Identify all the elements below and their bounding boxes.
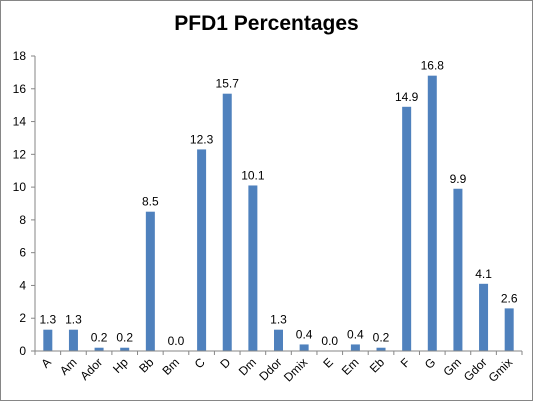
data-label: 0.0 bbox=[168, 334, 185, 348]
data-label: 0.4 bbox=[347, 327, 364, 341]
data-label: 8.5 bbox=[142, 195, 159, 209]
x-tick-label: Gm bbox=[440, 355, 464, 379]
bar-eb bbox=[376, 347, 386, 351]
bar-a bbox=[43, 329, 53, 351]
x-tick-label: Ador bbox=[77, 355, 105, 383]
x-tick-label: F bbox=[398, 355, 413, 370]
data-label: 4.1 bbox=[475, 267, 492, 281]
y-tick-label: 10 bbox=[13, 180, 27, 194]
y-tick-label: 12 bbox=[13, 147, 27, 161]
x-tick-label: Ddor bbox=[256, 355, 284, 383]
bar-gmix bbox=[504, 308, 514, 351]
bar-dm bbox=[248, 185, 258, 351]
x-tick-label: Gmix bbox=[486, 355, 516, 385]
bar-em bbox=[350, 344, 360, 351]
x-tick-label: Hp bbox=[110, 355, 131, 376]
data-label: 14.9 bbox=[395, 90, 419, 104]
bar-am bbox=[68, 329, 78, 351]
data-labels: 1.3 1.3 0.2 0.2 8.5 0.0 12.3 15.7 10.1 1.3 0.4 0.0 0… bbox=[39, 59, 517, 348]
x-tick-label: Dmix bbox=[281, 355, 310, 384]
bar-d bbox=[222, 93, 232, 351]
data-label: 1.3 bbox=[270, 313, 287, 327]
data-label: 9.9 bbox=[450, 172, 467, 186]
data-label: 1.3 bbox=[65, 313, 82, 327]
x-tick-label: E bbox=[320, 355, 336, 371]
x-tick-label: G bbox=[422, 355, 439, 372]
chart-title: PFD1 Percentages bbox=[174, 12, 359, 35]
y-tick-label: 14 bbox=[13, 115, 27, 129]
x-tick-label: Am bbox=[57, 355, 80, 378]
bar-ador bbox=[94, 347, 104, 351]
bar-f bbox=[402, 106, 412, 351]
data-label: 10.1 bbox=[241, 168, 265, 182]
y-tick-label: 16 bbox=[13, 82, 27, 96]
bar-bb bbox=[145, 211, 155, 351]
bars bbox=[43, 75, 514, 352]
bar-ddor bbox=[274, 329, 283, 351]
data-label: 1.3 bbox=[39, 313, 56, 327]
data-label: 15.7 bbox=[216, 77, 240, 91]
data-label: 0.2 bbox=[116, 331, 133, 345]
x-tick-label: C bbox=[192, 355, 208, 371]
x-tick-label: Bb bbox=[136, 355, 157, 376]
x-tick-label: A bbox=[38, 355, 54, 371]
y-tick-label: 6 bbox=[19, 246, 26, 260]
x-tick-label: Dm bbox=[236, 355, 259, 378]
data-label: 0.0 bbox=[321, 334, 338, 348]
x-tick-label: D bbox=[217, 355, 233, 371]
y-tick-label: 18 bbox=[13, 49, 27, 63]
x-tick-label: Em bbox=[339, 355, 362, 378]
bar-c bbox=[197, 149, 207, 351]
bar-dmix bbox=[299, 344, 309, 351]
y-tick-label: 2 bbox=[19, 311, 26, 325]
data-label: 2.6 bbox=[501, 291, 518, 305]
x-tick-label: Gdor bbox=[461, 355, 490, 384]
bar-g bbox=[427, 75, 437, 352]
data-label: 16.8 bbox=[421, 59, 445, 73]
data-label: 0.4 bbox=[296, 327, 313, 341]
y-axis: 0 2 4 6 8 10 12 14 16 18 bbox=[13, 49, 36, 358]
y-tick-label: 0 bbox=[19, 344, 26, 358]
bar-gdor bbox=[479, 283, 489, 351]
data-label: 12.3 bbox=[190, 132, 214, 146]
bar-gm bbox=[453, 188, 463, 351]
data-label: 0.2 bbox=[373, 331, 390, 345]
data-label: 0.2 bbox=[91, 331, 108, 345]
y-tick-label: 8 bbox=[19, 213, 26, 227]
y-tick-label: 4 bbox=[19, 278, 26, 292]
x-tick-label: Eb bbox=[367, 355, 388, 376]
x-tick-label: Bm bbox=[159, 355, 182, 378]
bar-hp bbox=[120, 347, 130, 351]
